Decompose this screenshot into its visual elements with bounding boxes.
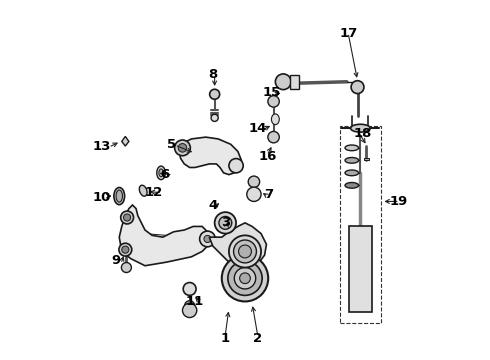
Text: 11: 11 <box>186 295 204 308</box>
Circle shape <box>239 245 251 258</box>
Text: 13: 13 <box>93 140 111 153</box>
Circle shape <box>185 301 195 311</box>
Circle shape <box>204 235 211 243</box>
Text: 10: 10 <box>93 192 111 204</box>
Circle shape <box>268 131 279 143</box>
Ellipse shape <box>159 169 163 177</box>
Text: 9: 9 <box>112 254 121 267</box>
Text: 2: 2 <box>253 333 262 346</box>
Polygon shape <box>119 205 209 266</box>
Circle shape <box>123 214 131 221</box>
Ellipse shape <box>116 190 122 202</box>
Polygon shape <box>209 223 267 267</box>
Text: 16: 16 <box>259 150 277 163</box>
Circle shape <box>119 243 132 256</box>
Ellipse shape <box>345 145 359 151</box>
Circle shape <box>122 262 131 273</box>
Text: 14: 14 <box>248 122 267 135</box>
Circle shape <box>215 212 236 234</box>
Circle shape <box>234 240 256 263</box>
Circle shape <box>240 273 250 284</box>
Circle shape <box>268 96 279 107</box>
Circle shape <box>234 267 256 289</box>
Circle shape <box>199 231 215 247</box>
Text: 5: 5 <box>167 138 176 151</box>
Bar <box>340 126 381 323</box>
Circle shape <box>275 74 291 90</box>
Circle shape <box>248 176 260 188</box>
Circle shape <box>183 283 196 296</box>
Ellipse shape <box>345 157 359 163</box>
Text: 18: 18 <box>354 127 372 140</box>
Ellipse shape <box>271 114 279 125</box>
Bar <box>348 226 372 312</box>
Ellipse shape <box>139 185 147 196</box>
Text: 19: 19 <box>390 195 408 208</box>
Ellipse shape <box>114 188 124 204</box>
Text: 7: 7 <box>264 188 273 201</box>
Circle shape <box>210 89 220 99</box>
Text: 12: 12 <box>145 186 163 199</box>
Circle shape <box>222 255 268 301</box>
Circle shape <box>219 216 232 229</box>
Ellipse shape <box>350 124 370 132</box>
Polygon shape <box>122 136 129 146</box>
Text: 4: 4 <box>208 198 218 212</box>
Ellipse shape <box>345 183 359 188</box>
Circle shape <box>122 246 129 253</box>
Text: 1: 1 <box>221 333 230 346</box>
Circle shape <box>182 303 197 318</box>
Circle shape <box>178 144 187 152</box>
Circle shape <box>228 261 262 296</box>
Circle shape <box>351 81 364 94</box>
Text: 15: 15 <box>263 86 281 99</box>
Circle shape <box>247 187 261 202</box>
Ellipse shape <box>345 170 359 176</box>
Bar <box>364 158 369 160</box>
Circle shape <box>229 158 243 173</box>
Text: 8: 8 <box>208 68 218 81</box>
Bar <box>291 75 299 89</box>
Text: 3: 3 <box>220 216 230 229</box>
Circle shape <box>174 140 190 156</box>
Text: 17: 17 <box>340 27 358 40</box>
Ellipse shape <box>157 166 165 180</box>
Circle shape <box>211 114 218 121</box>
Text: 6: 6 <box>160 168 169 181</box>
Circle shape <box>229 235 261 267</box>
Circle shape <box>121 211 134 224</box>
Polygon shape <box>179 137 242 175</box>
